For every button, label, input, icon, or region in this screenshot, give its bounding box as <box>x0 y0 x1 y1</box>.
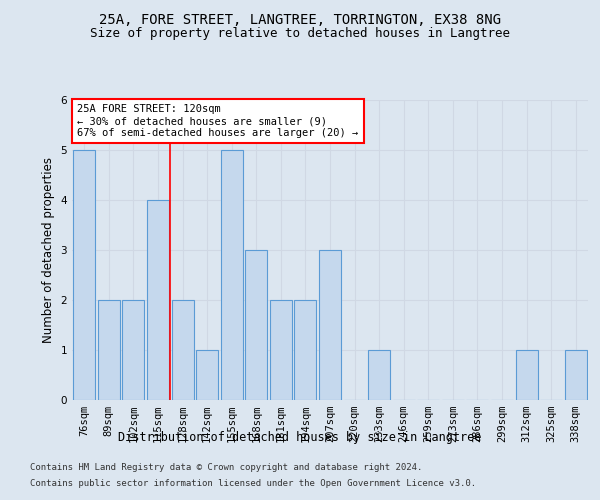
Bar <box>147 200 169 400</box>
Text: Distribution of detached houses by size in Langtree: Distribution of detached houses by size … <box>118 431 482 444</box>
Bar <box>515 350 538 400</box>
Bar <box>295 300 316 400</box>
Bar <box>245 250 268 400</box>
Bar <box>172 300 194 400</box>
Bar <box>221 150 243 400</box>
Text: Contains public sector information licensed under the Open Government Licence v3: Contains public sector information licen… <box>30 478 476 488</box>
Bar <box>368 350 390 400</box>
Text: 25A FORE STREET: 120sqm
← 30% of detached houses are smaller (9)
67% of semi-det: 25A FORE STREET: 120sqm ← 30% of detache… <box>77 104 358 138</box>
Text: Size of property relative to detached houses in Langtree: Size of property relative to detached ho… <box>90 28 510 40</box>
Bar <box>98 300 120 400</box>
Bar <box>270 300 292 400</box>
Bar <box>73 150 95 400</box>
Bar <box>122 300 145 400</box>
Bar <box>565 350 587 400</box>
Text: Contains HM Land Registry data © Crown copyright and database right 2024.: Contains HM Land Registry data © Crown c… <box>30 464 422 472</box>
Bar <box>319 250 341 400</box>
Bar <box>196 350 218 400</box>
Y-axis label: Number of detached properties: Number of detached properties <box>42 157 55 343</box>
Text: 25A, FORE STREET, LANGTREE, TORRINGTON, EX38 8NG: 25A, FORE STREET, LANGTREE, TORRINGTON, … <box>99 12 501 26</box>
